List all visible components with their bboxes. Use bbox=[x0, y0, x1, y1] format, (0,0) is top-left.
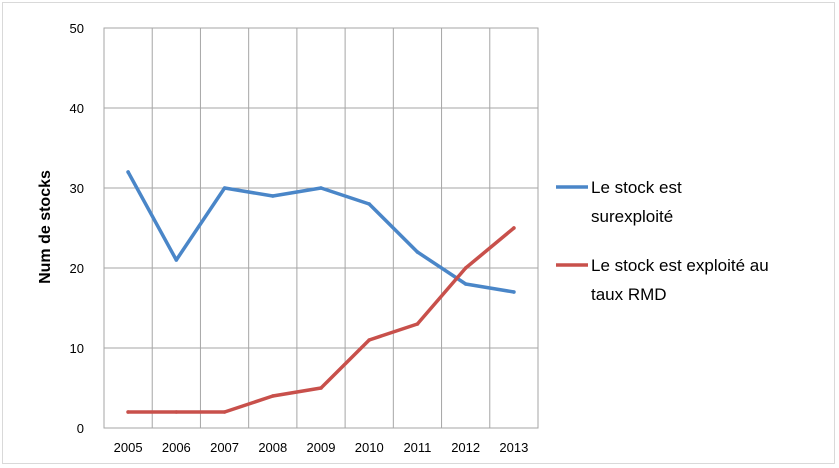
data-point bbox=[270, 194, 275, 198]
series-line bbox=[126, 226, 516, 414]
y-tick-label: 20 bbox=[70, 261, 84, 276]
y-tick-label: 40 bbox=[70, 101, 84, 116]
data-point bbox=[126, 170, 130, 174]
legend: Le stock est surexploité Le stock est expl… bbox=[556, 178, 769, 304]
data-point bbox=[463, 266, 468, 270]
x-tick-label: 2011 bbox=[403, 440, 431, 455]
y-axis-title: Num de stocks bbox=[37, 170, 54, 284]
data-point bbox=[463, 282, 468, 286]
data-point bbox=[319, 386, 323, 390]
y-tick-label: 50 bbox=[70, 21, 84, 36]
series-line bbox=[126, 170, 516, 294]
data-point bbox=[174, 410, 179, 414]
x-tick-label: 2005 bbox=[114, 440, 143, 455]
data-point bbox=[367, 202, 372, 206]
x-tick-label: 2013 bbox=[499, 440, 528, 455]
data-point bbox=[512, 226, 516, 230]
x-tick-label: 2008 bbox=[258, 440, 287, 455]
data-point bbox=[270, 394, 275, 398]
y-tick-label: 0 bbox=[77, 421, 84, 436]
data-point bbox=[415, 322, 420, 326]
data-point bbox=[222, 186, 227, 190]
x-tick-labels: 2005 2006 2007 2008 2009 2010 2011 2012 2013 bbox=[114, 440, 529, 455]
data-point bbox=[367, 338, 372, 342]
series-lines bbox=[126, 170, 516, 414]
legend-label: Le stock est bbox=[591, 178, 682, 197]
data-point bbox=[126, 410, 130, 414]
y-tick-label: 10 bbox=[70, 341, 84, 356]
x-tick-label: 2007 bbox=[210, 440, 239, 455]
legend-label: taux RMD bbox=[591, 285, 667, 304]
x-tick-label: 2010 bbox=[355, 440, 384, 455]
data-point bbox=[174, 258, 179, 262]
x-tick-label: 2012 bbox=[451, 440, 480, 455]
legend-label: surexploité bbox=[591, 207, 673, 226]
gridlines bbox=[104, 27, 538, 429]
x-tick-label: 2009 bbox=[307, 440, 336, 455]
data-point bbox=[319, 186, 323, 190]
x-tick-label: 2006 bbox=[162, 440, 191, 455]
data-point bbox=[415, 250, 420, 254]
legend-label: Le stock est exploité au bbox=[591, 256, 769, 275]
y-tick-label: 30 bbox=[70, 181, 84, 196]
plot-area-border bbox=[103, 27, 539, 429]
data-point bbox=[512, 290, 516, 294]
data-point bbox=[222, 410, 227, 414]
y-tick-labels: 0 10 20 30 40 50 bbox=[70, 21, 84, 436]
